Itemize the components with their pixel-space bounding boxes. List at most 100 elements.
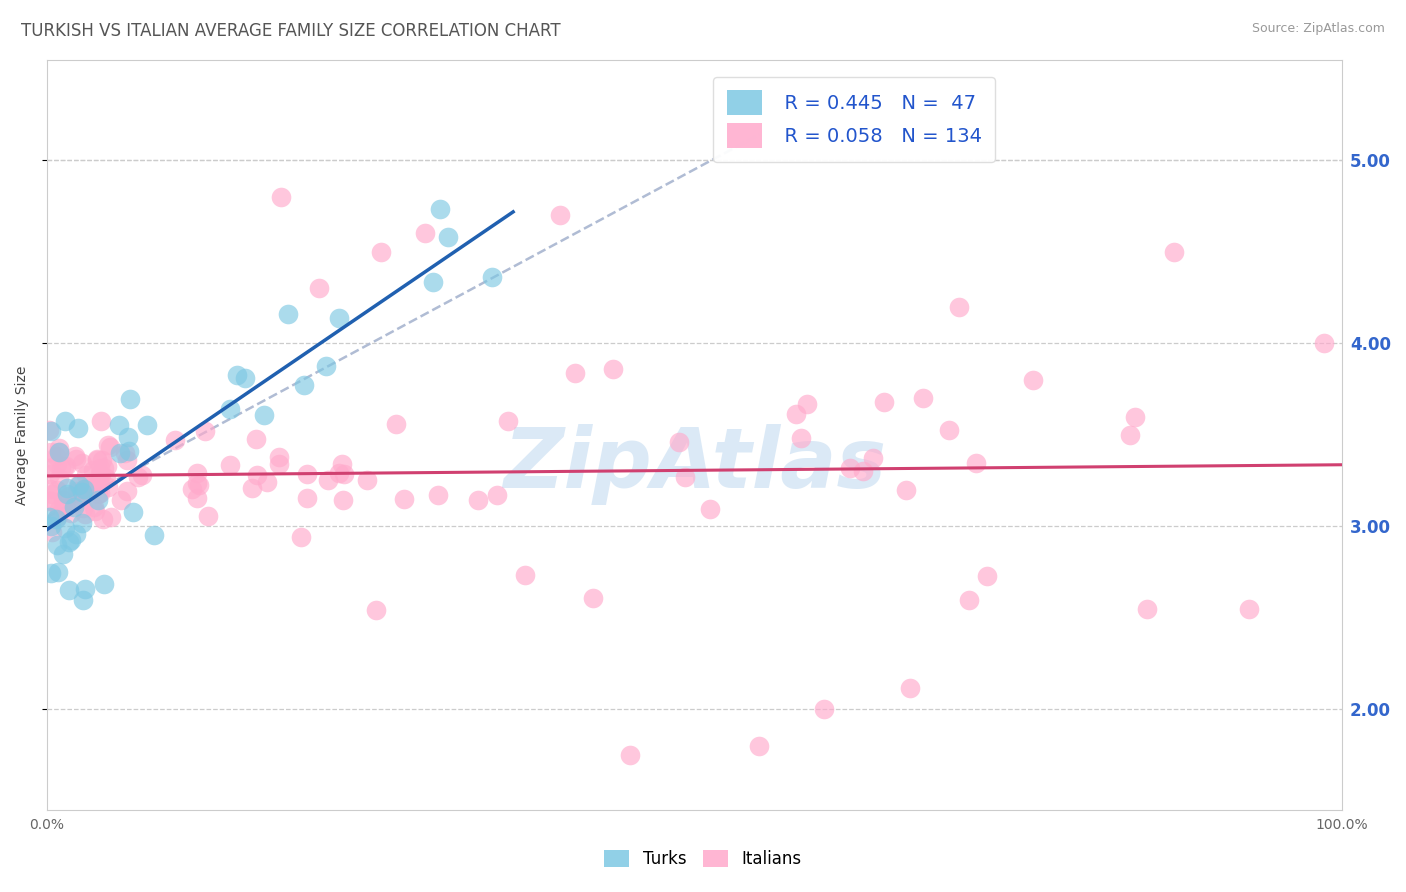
- Point: [315, 359, 337, 373]
- Point: [862, 451, 884, 466]
- Point: [97, 480, 120, 494]
- Point: [976, 568, 998, 582]
- Point: [52, 547, 75, 561]
- Point: [269, 457, 291, 471]
- Point: [39, 566, 62, 580]
- Point: [668, 435, 690, 450]
- Point: [110, 492, 132, 507]
- Point: [39, 482, 62, 496]
- Point: [186, 476, 208, 491]
- Point: [60, 506, 83, 520]
- Point: [72, 501, 94, 516]
- Point: [87, 487, 110, 501]
- Point: [108, 418, 131, 433]
- Point: [429, 202, 451, 216]
- Point: [413, 227, 436, 241]
- Point: [938, 423, 960, 437]
- Point: [98, 440, 121, 454]
- Point: [437, 229, 460, 244]
- Point: [91, 452, 114, 467]
- Point: [366, 603, 388, 617]
- Point: [1022, 373, 1045, 387]
- Point: [308, 281, 330, 295]
- Point: [66, 483, 89, 498]
- Point: [911, 391, 934, 405]
- Point: [90, 468, 112, 483]
- Point: [496, 414, 519, 428]
- Point: [135, 417, 157, 432]
- Point: [115, 484, 138, 499]
- Point: [295, 491, 318, 505]
- Point: [245, 432, 267, 446]
- Point: [79, 475, 101, 490]
- Point: [181, 482, 204, 496]
- Point: [748, 739, 770, 753]
- Point: [965, 456, 987, 470]
- Point: [48, 445, 70, 459]
- Point: [118, 444, 141, 458]
- Point: [91, 511, 114, 525]
- Point: [948, 300, 970, 314]
- Point: [852, 465, 875, 479]
- Point: [1123, 409, 1146, 424]
- Point: [873, 395, 896, 409]
- Point: [267, 450, 290, 464]
- Point: [426, 487, 449, 501]
- Point: [86, 453, 108, 467]
- Point: [233, 371, 256, 385]
- Point: [58, 535, 80, 549]
- Point: [39, 425, 62, 439]
- Point: [45, 449, 67, 463]
- Point: [41, 524, 63, 539]
- Point: [675, 469, 697, 483]
- Point: [39, 494, 62, 508]
- Text: Source: ZipAtlas.com: Source: ZipAtlas.com: [1251, 22, 1385, 36]
- Point: [898, 681, 921, 696]
- Point: [83, 504, 105, 518]
- Point: [219, 402, 242, 417]
- Point: [52, 492, 75, 507]
- Point: [295, 467, 318, 481]
- Point: [120, 392, 142, 407]
- Point: [59, 533, 82, 547]
- Point: [127, 470, 149, 484]
- Point: [48, 565, 70, 579]
- Point: [394, 491, 416, 506]
- Point: [66, 478, 89, 492]
- Point: [699, 501, 721, 516]
- Point: [86, 451, 108, 466]
- Point: [467, 492, 489, 507]
- Point: [89, 467, 111, 481]
- Point: [1237, 601, 1260, 615]
- Point: [246, 467, 269, 482]
- Point: [422, 275, 444, 289]
- Point: [75, 467, 97, 482]
- Point: [813, 702, 835, 716]
- Point: [142, 528, 165, 542]
- Point: [316, 473, 339, 487]
- Point: [277, 307, 299, 321]
- Point: [292, 377, 315, 392]
- Point: [90, 414, 112, 428]
- Point: [87, 474, 110, 488]
- Point: [58, 583, 80, 598]
- Point: [602, 361, 624, 376]
- Point: [38, 494, 60, 508]
- Point: [55, 500, 77, 515]
- Point: [45, 483, 67, 498]
- Point: [108, 446, 131, 460]
- Point: [41, 487, 63, 501]
- Point: [115, 452, 138, 467]
- Point: [65, 449, 87, 463]
- Point: [486, 488, 509, 502]
- Point: [83, 500, 105, 514]
- Point: [790, 431, 813, 445]
- Point: [89, 486, 111, 500]
- Point: [619, 748, 641, 763]
- Point: [72, 592, 94, 607]
- Point: [957, 592, 980, 607]
- Point: [188, 478, 211, 492]
- Point: [39, 445, 62, 459]
- Point: [65, 452, 87, 467]
- Point: [513, 568, 536, 582]
